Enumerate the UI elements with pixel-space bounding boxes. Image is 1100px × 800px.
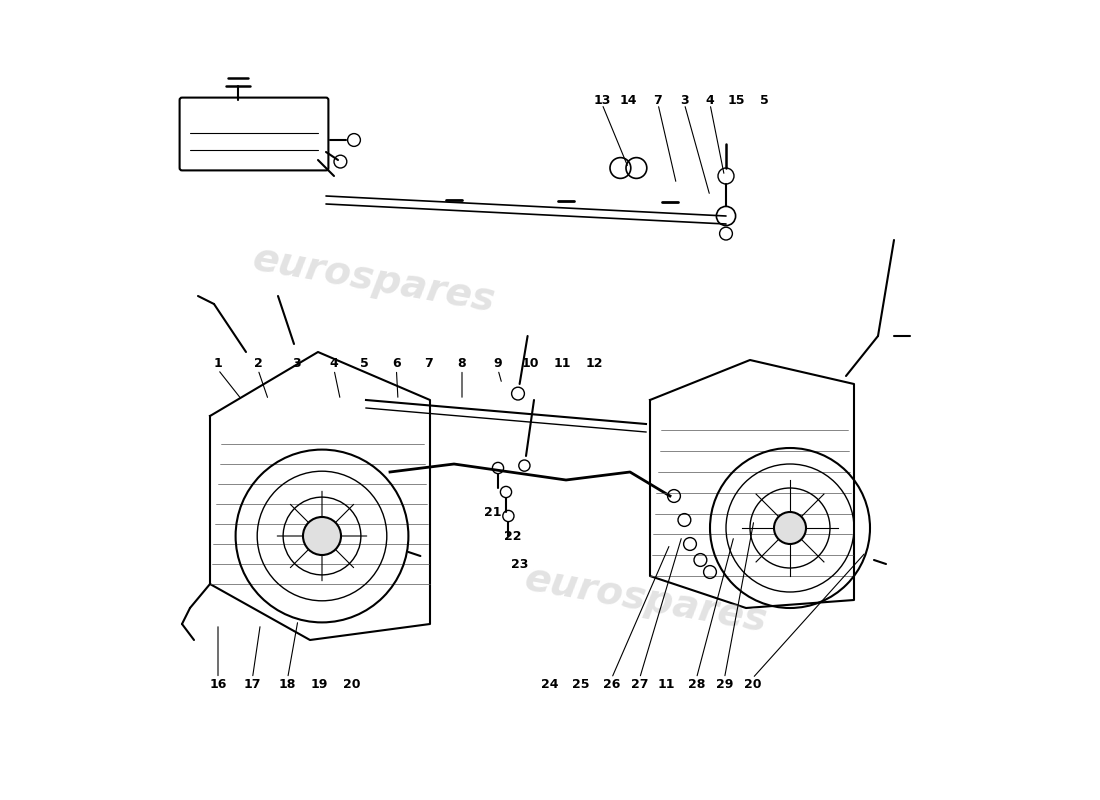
Text: 9: 9: [494, 358, 503, 370]
Text: 27: 27: [630, 678, 648, 690]
Text: 16: 16: [209, 678, 227, 690]
Text: 14: 14: [619, 94, 637, 106]
Text: 20: 20: [343, 678, 361, 690]
Circle shape: [309, 523, 336, 549]
Text: 5: 5: [360, 358, 368, 370]
Text: 11: 11: [658, 678, 674, 690]
Text: 3: 3: [680, 94, 689, 106]
Circle shape: [774, 512, 806, 544]
Text: 23: 23: [510, 558, 528, 570]
Text: 10: 10: [521, 358, 539, 370]
Text: 26: 26: [603, 678, 620, 690]
Text: 6: 6: [392, 358, 400, 370]
Text: eurospares: eurospares: [521, 560, 770, 640]
Text: 28: 28: [688, 678, 705, 690]
Text: 12: 12: [585, 358, 603, 370]
Text: 29: 29: [716, 678, 733, 690]
Text: 21: 21: [484, 506, 502, 518]
Text: 25: 25: [572, 678, 590, 690]
Circle shape: [302, 517, 341, 555]
Text: 7: 7: [424, 358, 432, 370]
Text: 3: 3: [293, 358, 300, 370]
Text: 18: 18: [279, 678, 296, 690]
Text: 2: 2: [254, 358, 263, 370]
Text: 15: 15: [728, 94, 745, 106]
Text: 5: 5: [760, 94, 769, 106]
Text: 11: 11: [553, 358, 571, 370]
Text: 20: 20: [744, 678, 761, 690]
Text: 4: 4: [330, 358, 339, 370]
Text: 19: 19: [311, 678, 328, 690]
Text: 17: 17: [244, 678, 261, 690]
Text: 22: 22: [504, 530, 521, 542]
Text: 1: 1: [213, 358, 222, 370]
Text: 24: 24: [541, 678, 559, 690]
Text: 13: 13: [593, 94, 611, 106]
Text: eurospares: eurospares: [250, 240, 498, 320]
Text: 4: 4: [705, 94, 714, 106]
Text: 8: 8: [458, 358, 466, 370]
Text: 7: 7: [653, 94, 662, 106]
